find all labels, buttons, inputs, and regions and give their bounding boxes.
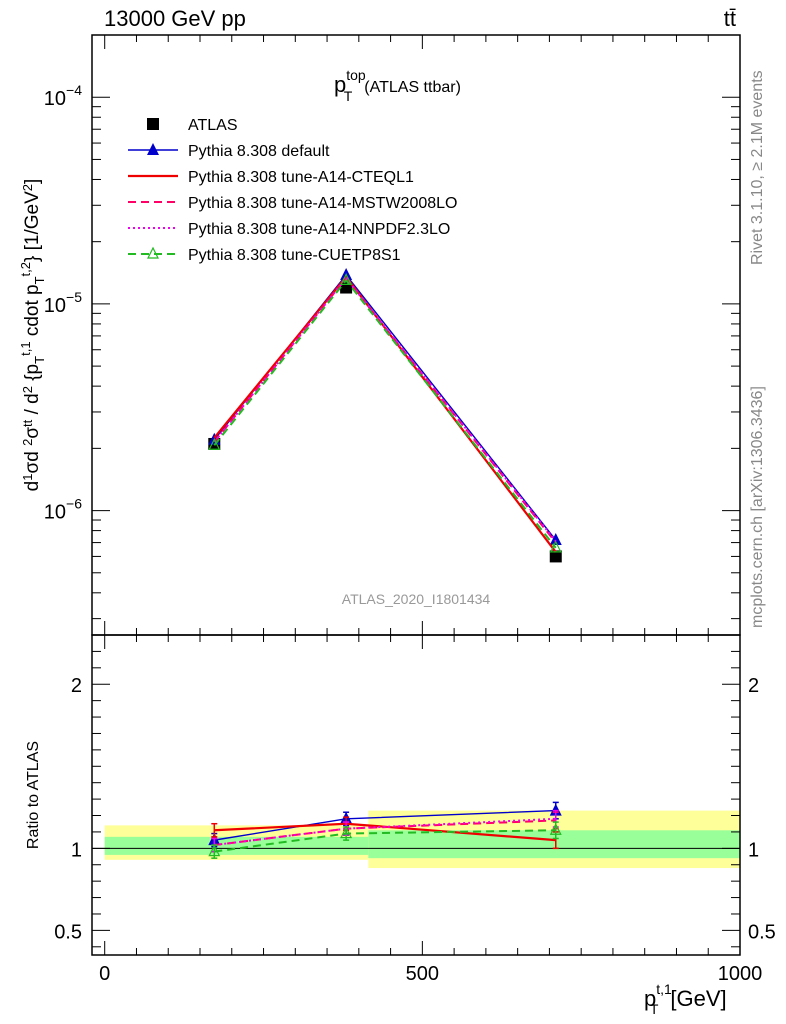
energy-label: 13000 GeV pp xyxy=(104,6,246,31)
ratio-y-tick-label-right: 0.5 xyxy=(748,921,776,943)
ratio-series-lines xyxy=(208,801,562,859)
series-line-pythia-8-308-tune-a14-cteql1 xyxy=(213,275,557,553)
x-axis-label: pt,1 T [GeV] xyxy=(644,981,727,1017)
ratio-y-axis-label: Ratio to ATLAS xyxy=(25,741,42,849)
ratio-band-inner-0 xyxy=(104,836,369,855)
legend: ATLAS Pythia 8.308 default Pythia 8.308 tu… xyxy=(128,117,457,264)
svg-text:d1σd 2σtt / d2 {pTt,1 cdot pTt: d1σd 2σtt / d2 {pTt,1 cdot pTt,2} [1/GeV… xyxy=(18,179,47,492)
mcplots-label: mcplots.cern.ch [arXiv:1306.3436] xyxy=(749,386,766,628)
legend-label: Pythia 8.308 tune-A14-CTEQL1 xyxy=(188,169,414,186)
axis-ticks: 10−4 10−5 10−6 0 500 1000 0.5 0.5 1 1 2 2 xyxy=(44,34,776,985)
legend-label: Pythia 8.308 tune-CUETP8S1 xyxy=(188,247,401,264)
legend-label: ATLAS xyxy=(188,117,238,134)
point-atlas xyxy=(549,550,562,563)
point-pythia-8-308-tune-cuetp8s1 xyxy=(340,273,353,285)
main-y-axis-label: d1σd 2σtt / d2 {pTt,1 cdot pTt,2} [1/GeV… xyxy=(18,179,47,492)
series-line-pythia-8-308-default xyxy=(213,273,557,541)
main-y-tick-label: 10−6 xyxy=(44,496,82,524)
legend-label: Pythia 8.308 tune-A14-NNPDF2.3LO xyxy=(188,221,450,238)
point-pythia-8-308-tune-cuetp8s1 xyxy=(208,437,221,450)
ratio-point-pythia-8-308-tune-cuetp8s1 xyxy=(208,844,221,857)
legend-label: Pythia 8.308 default xyxy=(188,143,330,160)
ratio-uncertainty-bands xyxy=(92,810,740,869)
series-line-pythia-8-308-tune-cuetp8s1 xyxy=(213,278,557,549)
ratio-y-tick-label: 2 xyxy=(71,675,82,697)
main-title: ptop T (ATLAS ttbar) xyxy=(334,67,461,104)
ratio-y-tick-label: 1 xyxy=(71,839,82,861)
x-tick-label: 500 xyxy=(406,963,439,985)
process-label: tt̄ xyxy=(724,6,736,31)
legend-item-pythia-8-308-tune-a14-mstw2008lo: Pythia 8.308 tune-A14-MSTW2008LO xyxy=(128,195,457,212)
ratio-y-tick-label-right: 1 xyxy=(748,839,759,861)
x-tick-label: 0 xyxy=(99,963,110,985)
legend-label: Pythia 8.308 tune-A14-MSTW2008LO xyxy=(188,195,457,212)
legend-item-pythia-8-308-tune-cuetp8s1: Pythia 8.308 tune-CUETP8S1 xyxy=(128,246,401,264)
legend-item-pythia-8-308-default: Pythia 8.308 default xyxy=(128,143,330,160)
main-series-lines xyxy=(208,267,562,563)
legend-item-pythia-8-308-tune-a14-nnpdf2-3lo: Pythia 8.308 tune-A14-NNPDF2.3LO xyxy=(128,221,450,238)
series-line-pythia-8-308-tune-a14-nnpdf2-3lo xyxy=(213,276,557,542)
main-y-tick-label: 10−4 xyxy=(44,82,82,110)
analysis-id: ATLAS_2020_I1801434 xyxy=(342,591,491,607)
ratio-band-inner-1 xyxy=(368,830,740,859)
x-tick-label: 1000 xyxy=(718,963,763,985)
ratio-point-pythia-8-308-tune-cuetp8s1 xyxy=(340,826,353,839)
legend-marker xyxy=(147,143,159,155)
legend-marker xyxy=(147,246,159,259)
legend-item-atlas: ATLAS xyxy=(147,117,238,134)
main-y-tick-label: 10−5 xyxy=(44,289,82,317)
ratio-y-tick-label-right: 2 xyxy=(748,675,759,697)
legend-marker xyxy=(147,118,159,130)
legend-item-pythia-8-308-tune-a14-cteql1: Pythia 8.308 tune-A14-CTEQL1 xyxy=(128,169,414,186)
point-pythia-8-308-tune-cuetp8s1 xyxy=(549,540,562,553)
rivet-label: Rivet 3.1.10, ≥ 2.1M events xyxy=(749,70,766,265)
ratio-point-pythia-8-308-tune-cuetp8s1 xyxy=(549,822,562,835)
ratio-plot-frame xyxy=(91,634,741,956)
point-pythia-8-308-default xyxy=(549,533,562,546)
series-line-pythia-8-308-tune-a14-mstw2008lo xyxy=(213,276,557,544)
ratio-y-tick-label: 0.5 xyxy=(54,921,82,943)
